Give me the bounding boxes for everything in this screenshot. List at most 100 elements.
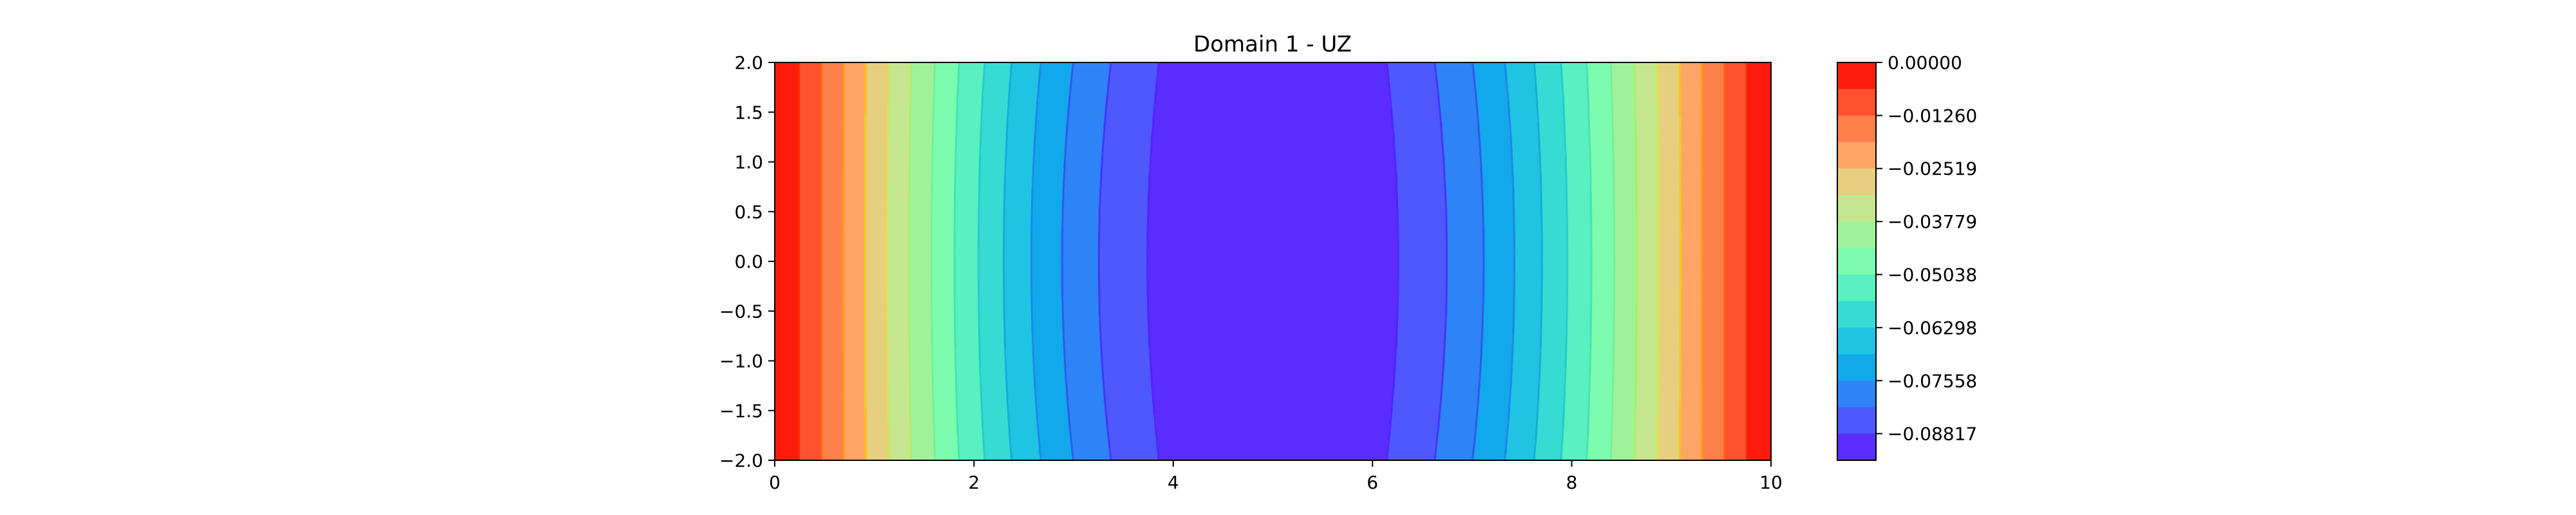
- contour-fill-cell: [956, 109, 982, 116]
- colorbar: 0.00000−0.01260−0.02519−0.03779−0.05038−…: [1837, 52, 1977, 461]
- contour-fill-cell: [1509, 387, 1540, 395]
- contour-fill-cell: [1566, 228, 1593, 236]
- contour-fill-cell: [909, 400, 935, 408]
- contour-line-left: [908, 62, 913, 460]
- contour-fill-cell: [1746, 254, 1771, 262]
- contour-fill-cell: [799, 387, 823, 395]
- contour-fill-cell: [822, 62, 845, 70]
- contour-fill-cell: [1009, 115, 1037, 123]
- contour-fill-cell: [1514, 188, 1542, 196]
- contour-fill-cell: [864, 188, 887, 196]
- contour-fill-cell: [1155, 89, 1390, 97]
- contour-fill-cell: [889, 82, 913, 89]
- contour-fill-cell: [1658, 281, 1682, 288]
- contour-fill-cell: [1148, 301, 1398, 308]
- contour-fill-cell: [911, 69, 935, 77]
- contour-fill-cell: [1514, 201, 1542, 209]
- contour-fill-cell: [954, 175, 980, 182]
- contour-fill-cell: [1439, 115, 1478, 123]
- contour-fill-cell: [1614, 201, 1637, 209]
- contour-fill-cell: [1034, 360, 1067, 368]
- contour-fill-cell: [799, 360, 823, 368]
- contour-fill-cell: [1484, 241, 1515, 248]
- contour-fill-cell: [1658, 387, 1682, 395]
- contour-fill-cell: [1636, 175, 1660, 182]
- contour-fill-cell: [1034, 148, 1067, 156]
- contour-fill-cell: [1701, 155, 1725, 163]
- contour-fill-cell: [1723, 82, 1747, 89]
- contour-fill-cell: [1611, 122, 1637, 129]
- contour-fill-cell: [1566, 254, 1593, 262]
- contour-fill-cell: [1636, 195, 1660, 202]
- contour-fill-cell: [1063, 321, 1102, 328]
- contour-fill-cell: [1101, 314, 1149, 322]
- contour-fill-cell: [1611, 427, 1634, 435]
- contour-fill-cell: [864, 201, 887, 209]
- contour-fill-cell: [1444, 321, 1482, 328]
- contour-fill-cell: [1681, 148, 1702, 156]
- contour-fill-cell: [1003, 308, 1032, 315]
- contour-fill-cell: [1701, 195, 1725, 202]
- contour-fill-cell: [1611, 387, 1637, 395]
- contour-fill-cell: [775, 374, 800, 381]
- contour-fill-cell: [1106, 95, 1157, 103]
- contour-fill-cell: [1098, 281, 1149, 288]
- contour-fill-cell: [1009, 420, 1039, 428]
- contour-fill-cell: [775, 162, 800, 169]
- contour-fill-cell: [1591, 308, 1615, 315]
- contour-fill-cell: [1723, 129, 1747, 136]
- contour-fill-cell: [1482, 168, 1513, 176]
- contour-fill-cell: [1681, 122, 1702, 129]
- contour-fill-cell: [1746, 360, 1771, 368]
- contour-fill-cell: [1636, 115, 1660, 123]
- contour-fill-cell: [1061, 274, 1099, 282]
- contour-fill-cell: [1482, 334, 1513, 342]
- contour-fill-cell: [775, 115, 800, 123]
- contour-fill-cell: [1036, 387, 1067, 395]
- contour-fill-cell: [911, 75, 935, 83]
- contour-fill-cell: [1031, 301, 1065, 308]
- contour-fill-cell: [1098, 288, 1149, 295]
- contour-fill-cell: [1658, 407, 1680, 415]
- contour-fill-cell: [1636, 380, 1660, 388]
- contour-fill-cell: [1562, 427, 1590, 435]
- contour-fill-cell: [799, 175, 823, 182]
- contour-fill-cell: [775, 155, 800, 163]
- colorbar-segment: [1837, 248, 1876, 276]
- contour-fill-cell: [1542, 341, 1567, 348]
- contour-fill-cell: [864, 214, 887, 222]
- contour-fill-cell: [1611, 440, 1634, 447]
- contour-fill-cell: [822, 394, 845, 401]
- contour-fill-cell: [1658, 301, 1682, 308]
- contour-fill-cell: [1678, 427, 1702, 435]
- contour-fill-cell: [931, 374, 957, 381]
- contour-fill-cell: [1474, 75, 1508, 83]
- contour-fill-cell: [1108, 440, 1159, 447]
- contour-fill-cell: [1611, 420, 1634, 428]
- contour-fill-cell: [1701, 254, 1725, 262]
- colorbar-frame: [1837, 62, 1877, 461]
- contour-fill-cell: [1636, 374, 1660, 381]
- contour-fill-cell: [934, 440, 960, 447]
- contour-fill-cell: [1566, 241, 1593, 248]
- contour-fill-cell: [1534, 447, 1562, 454]
- contour-fill-cell: [1564, 387, 1590, 395]
- contour-fill-cell: [1611, 400, 1637, 408]
- contour-fill-cell: [1681, 281, 1702, 288]
- contour-fill-cell: [1566, 188, 1593, 196]
- contour-fill-cell: [979, 188, 1005, 196]
- contour-fill-cell: [1392, 122, 1443, 129]
- contour-fill-cell: [1562, 62, 1587, 70]
- contour-fill-cell: [822, 374, 845, 381]
- contour-fill-cell: [954, 341, 980, 348]
- contour-fill-cell: [1562, 453, 1587, 460]
- contour-fill-cell: [1636, 142, 1660, 149]
- contour-fill-cell: [844, 360, 865, 368]
- contour-fill-cell: [889, 89, 913, 97]
- contour-fill-cell: [931, 221, 955, 229]
- contour-fill-cell: [1509, 407, 1538, 415]
- contour-fill-cell: [864, 400, 887, 408]
- contour-fill-cell: [1150, 135, 1396, 143]
- contour-fill-cell: [822, 75, 845, 83]
- contour-fill-cell: [1634, 413, 1660, 421]
